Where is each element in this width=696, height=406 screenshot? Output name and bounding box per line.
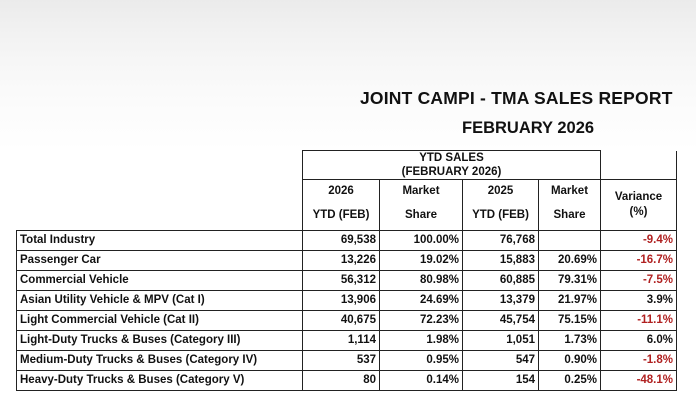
cell-2026-ytd: 69,538 [302, 230, 380, 251]
cell-2025-ytd: 1,051 [462, 330, 539, 351]
report-subtitle: FEBRUARY 2026 [462, 119, 595, 137]
cell-2025-share: 75.15% [538, 310, 601, 331]
col-header-2025-year: 2025 [487, 185, 514, 197]
cell-2025-share [538, 230, 601, 251]
col-header-2026-share-line1: Market [402, 185, 440, 197]
cell-variance: 3.9% [600, 290, 677, 311]
cell-2025-ytd: 154 [462, 370, 539, 391]
cell-2026-share: 72.23% [379, 310, 463, 331]
cell-variance: -7.5% [600, 270, 677, 291]
col-header-2025-share: Market Share [538, 179, 601, 231]
row-label: Light Commercial Vehicle (Cat II) [16, 310, 303, 331]
row-label: Commercial Vehicle [16, 270, 303, 291]
col-header-2025-share-line1: Market [550, 185, 589, 197]
row-label: Medium-Duty Trucks & Buses (Category IV) [16, 350, 303, 371]
cell-2025-share: 0.25% [538, 370, 601, 391]
col-header-2026-share-line2: Share [405, 209, 437, 221]
ytd-sales-line1: YTD SALES [419, 152, 484, 164]
cell-2025-share: 79.31% [538, 270, 601, 291]
report-title: JOINT CAMPI - TMA SALES REPORT [360, 88, 673, 108]
cell-2025-share: 21.97% [538, 290, 601, 311]
variance-header-top [600, 150, 677, 180]
cell-variance: -48.1% [600, 370, 677, 391]
cell-2026-ytd: 80 [302, 370, 380, 391]
ytd-sales-line2: (FEBRUARY 2026) [401, 166, 502, 178]
cell-2026-ytd: 1,114 [302, 330, 380, 351]
cell-2026-share: 24.69% [379, 290, 463, 311]
table-row: Heavy-Duty Trucks & Buses (Category V) 80… [16, 370, 677, 391]
table-row: Medium-Duty Trucks & Buses (Category IV)… [16, 350, 677, 371]
cell-2025-ytd: 13,379 [462, 290, 539, 311]
cell-variance: -16.7% [600, 250, 677, 271]
table-row: Total Industry 69,538 100.00% 76,768 -9.4% [16, 230, 677, 251]
cell-2025-share: 20.69% [538, 250, 601, 271]
table-row: Commercial Vehicle 56,312 80.98% 60,885 79.3… [16, 270, 677, 291]
cell-2026-share: 0.14% [379, 370, 463, 391]
col-header-variance-line2: (%) [629, 206, 648, 218]
cell-2026-share: 0.95% [379, 350, 463, 371]
header-spacer [16, 150, 303, 231]
cell-2025-ytd: 15,883 [462, 250, 539, 271]
cell-2026-ytd: 537 [302, 350, 380, 371]
cell-2026-ytd: 13,906 [302, 290, 380, 311]
ytd-sales-group-header: YTD SALES (FEBRUARY 2026) [302, 150, 601, 180]
cell-2026-ytd: 56,312 [302, 270, 380, 291]
cell-2025-ytd: 60,885 [462, 270, 539, 291]
cell-2026-ytd: 40,675 [302, 310, 380, 331]
table-header: YTD SALES (FEBRUARY 2026) 2026 YTD (FEB)… [16, 150, 677, 231]
cell-variance: 6.0% [600, 330, 677, 351]
table-row: Asian Utility Vehicle & MPV (Cat I) 13,90… [16, 290, 677, 311]
cell-2025-ytd: 76,768 [462, 230, 539, 251]
cell-2026-share: 80.98% [379, 270, 463, 291]
col-header-2025-ytd-label: YTD (FEB) [472, 209, 529, 221]
row-label: Passenger Car [16, 250, 303, 271]
cell-variance: -1.8% [600, 350, 677, 371]
col-header-2026-ytd-label: YTD (FEB) [312, 209, 370, 221]
table-body: Total Industry 69,538 100.00% 76,768 -9.4% Pa… [16, 230, 677, 391]
cell-2026-share: 1.98% [379, 330, 463, 351]
cell-2025-ytd: 547 [462, 350, 539, 371]
table-row: Light-Duty Trucks & Buses (Category III)… [16, 330, 677, 351]
col-header-2026-share: Market Share [379, 179, 463, 231]
col-header-2025-share-line2: Share [553, 209, 586, 221]
col-header-2026-year: 2026 [328, 185, 354, 197]
cell-variance: -9.4% [600, 230, 677, 251]
cell-2025-share: 1.73% [538, 330, 601, 351]
cell-2025-ytd: 45,754 [462, 310, 539, 331]
row-label: Asian Utility Vehicle & MPV (Cat I) [16, 290, 303, 311]
table-row: Light Commercial Vehicle (Cat II) 40,675 7… [16, 310, 677, 331]
col-header-variance: Variance (%) [600, 179, 677, 231]
cell-2025-share: 0.90% [538, 350, 601, 371]
col-header-2026-ytd: 2026 YTD (FEB) [302, 179, 380, 231]
row-label: Heavy-Duty Trucks & Buses (Category V) [16, 370, 303, 391]
cell-2026-ytd: 13,226 [302, 250, 380, 271]
row-label: Total Industry [16, 230, 303, 251]
cell-variance: -11.1% [600, 310, 677, 331]
sales-table: YTD SALES (FEBRUARY 2026) 2026 YTD (FEB)… [16, 150, 677, 391]
col-header-variance-line1: Variance [614, 191, 663, 203]
cell-2026-share: 100.00% [379, 230, 463, 251]
row-label: Light-Duty Trucks & Buses (Category III) [16, 330, 303, 351]
col-header-2025-ytd: 2025 YTD (FEB) [462, 179, 539, 231]
table-row: Passenger Car 13,226 19.02% 15,883 20.69% -16… [16, 250, 677, 271]
cell-2026-share: 19.02% [379, 250, 463, 271]
